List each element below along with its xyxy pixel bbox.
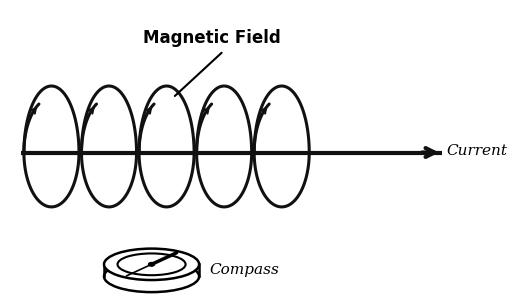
- Circle shape: [149, 263, 154, 266]
- Ellipse shape: [118, 253, 186, 275]
- Text: Magnetic Field: Magnetic Field: [143, 29, 280, 47]
- Text: Current: Current: [447, 144, 508, 158]
- Ellipse shape: [104, 261, 199, 292]
- Ellipse shape: [104, 249, 199, 280]
- Text: Compass: Compass: [209, 263, 279, 277]
